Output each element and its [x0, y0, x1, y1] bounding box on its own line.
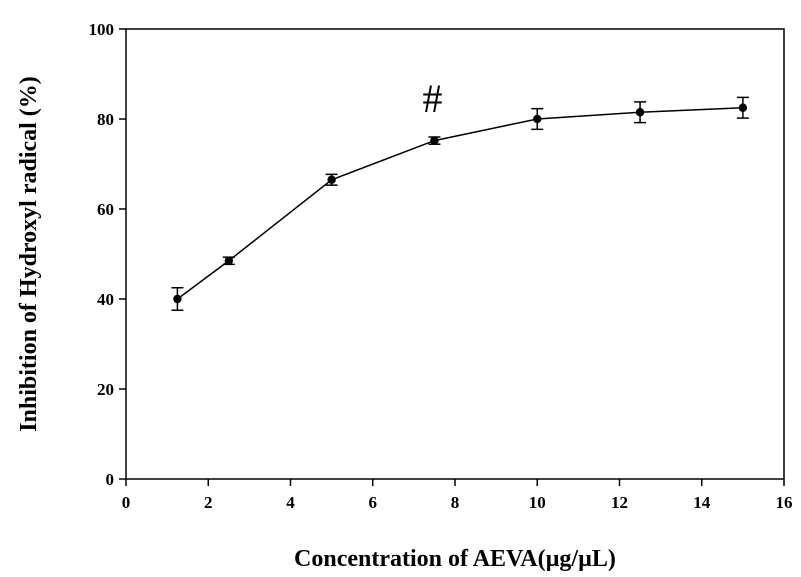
x-tick-label: 16 — [776, 493, 793, 512]
plot-area — [125, 28, 785, 480]
data-point — [533, 114, 542, 124]
x-tick-label: 8 — [451, 493, 460, 512]
annotation-layer: # — [422, 76, 442, 121]
x-tick-label: 10 — [529, 493, 546, 512]
y-tick-label: 60 — [97, 200, 114, 219]
x-axis-ticks: 0 2 4 6 8 10 12 14 16 — [122, 479, 793, 512]
x-axis-title: Concentration of AEVA(µg/µL) — [294, 546, 616, 572]
data-point — [738, 103, 748, 112]
data-point — [173, 294, 182, 304]
x-tick-label: 6 — [369, 493, 378, 512]
data-point — [635, 108, 645, 117]
y-tick-label: 100 — [89, 20, 115, 39]
x-tick-label: 0 — [122, 493, 131, 512]
annotation-label: # — [422, 76, 442, 121]
data-point — [430, 136, 439, 145]
y-tick-label: 80 — [97, 110, 114, 129]
y-tick-label: 0 — [106, 470, 115, 489]
x-tick-label: 4 — [286, 493, 295, 512]
x-tick-label: 2 — [204, 493, 213, 512]
data-point — [327, 175, 336, 184]
x-tick-label: 12 — [611, 493, 628, 512]
series-line — [176, 107, 743, 300]
y-tick-label: 40 — [97, 290, 114, 309]
x-tick-label: 14 — [693, 493, 711, 512]
y-tick-label: 20 — [97, 380, 114, 399]
data-point — [224, 256, 234, 265]
series-layer — [171, 96, 749, 311]
y-axis-ticks: 0 20 40 60 80 100 — [89, 20, 126, 489]
y-axis-title: Inhibition of Hydroxyl radical (%) — [16, 76, 42, 432]
